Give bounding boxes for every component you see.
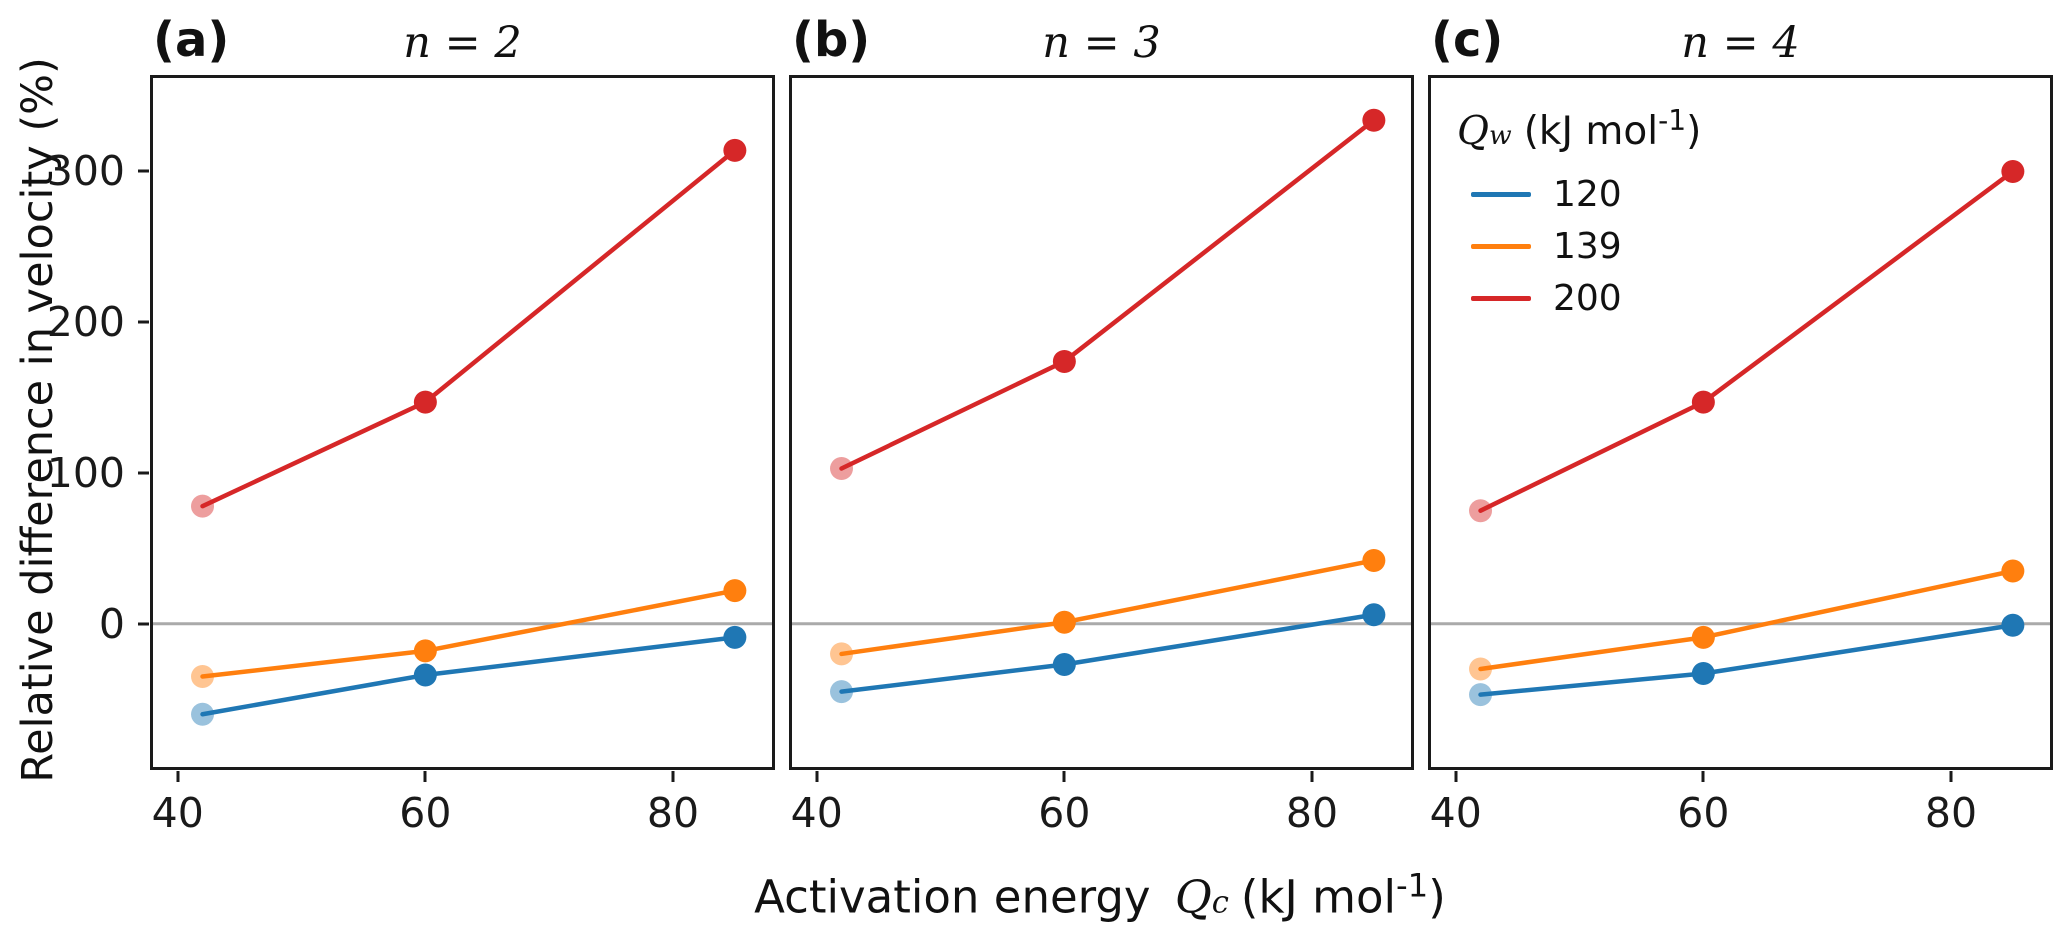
y-tick-mark <box>138 169 149 173</box>
y-tick-mark <box>138 471 149 475</box>
data-point-200 <box>830 456 854 480</box>
x-axis-label-text: Activation energy <box>754 870 1151 924</box>
x-tick-mark <box>176 771 180 782</box>
panel-letter-b: (b) <box>792 12 871 68</box>
legend-entry: 200 <box>1457 272 1701 324</box>
data-point-200 <box>1691 390 1715 414</box>
data-point-120 <box>191 702 215 726</box>
x-tick-label: 60 <box>399 789 452 837</box>
legend-title: Qw (kJ mol-1) <box>1457 104 1701 154</box>
x-axis-label: Activation energy Qc (kJ mol-1) <box>754 867 1446 924</box>
legend-entries: 120 139 200 <box>1457 168 1701 324</box>
panel-title-a: n = 2 <box>403 18 522 68</box>
x-tick-mark <box>423 771 427 782</box>
x-axis-units-prefix: (kJ mol <box>1240 870 1396 924</box>
panel-title-b: n = 3 <box>1042 18 1161 68</box>
data-point-120 <box>723 625 747 649</box>
y-tick-mark <box>138 320 149 324</box>
data-point-200 <box>2001 159 2025 183</box>
series-line-139 <box>839 558 1377 657</box>
data-point-139 <box>1469 657 1493 681</box>
y-tick-label: 100 <box>46 449 125 497</box>
series-line-120 <box>200 635 738 717</box>
data-point-200 <box>1469 499 1493 523</box>
panel-letter-a: (a) <box>153 12 230 68</box>
x-axis-label-sub: c <box>1211 885 1229 921</box>
x-tick-label: 40 <box>151 789 204 837</box>
data-point-139 <box>191 665 215 689</box>
legend-entry-label: 200 <box>1553 277 1622 319</box>
y-tick-mark <box>138 622 149 626</box>
panel-c: (c) n = 4 Qw (kJ mol-1) 120 139 200 40 60 80 <box>1428 12 2053 837</box>
data-point-139 <box>1691 625 1715 649</box>
data-point-120 <box>1691 662 1715 686</box>
x-axis-units-suffix: ) <box>1428 870 1446 924</box>
x-tick-label: 80 <box>646 789 700 837</box>
panel-title-c: n = 4 <box>1681 18 1800 68</box>
data-point-120 <box>1052 652 1076 676</box>
series-line-200 <box>200 148 738 509</box>
legend-line-swatch <box>1471 243 1531 249</box>
legend-entry: 139 <box>1457 220 1701 272</box>
panel-b: (b) n = 3 40 60 80 <box>789 12 1414 837</box>
legend-line-swatch <box>1471 295 1531 301</box>
legend-units-sup: -1 <box>1658 104 1687 137</box>
legend-entry-label: 120 <box>1553 173 1622 215</box>
series-line-120 <box>839 612 1377 694</box>
data-point-200 <box>723 138 747 162</box>
x-tick-mark <box>815 771 819 782</box>
data-point-120 <box>830 680 854 704</box>
series-line-139 <box>1478 568 2016 672</box>
data-point-139 <box>1052 610 1076 634</box>
x-tick-label: 80 <box>1285 789 1339 837</box>
y-tick-label: 300 <box>46 147 125 196</box>
panel-letter-c: (c) <box>1431 12 1504 68</box>
data-point-120 <box>1362 603 1386 627</box>
y-tick-label: 200 <box>46 298 125 347</box>
x-tick-mark <box>1701 771 1705 782</box>
data-point-139 <box>413 639 437 663</box>
x-tick-label: 60 <box>1677 789 1730 837</box>
plot-area-b <box>792 108 1411 704</box>
series-line-139 <box>200 588 738 679</box>
legend-title-sub: w <box>1488 120 1512 151</box>
legend-units-suffix: ) <box>1686 109 1702 154</box>
x-tick-label: 60 <box>1038 789 1091 837</box>
x-tick-mark <box>1310 771 1314 782</box>
legend: Qw (kJ mol-1) 120 139 200 <box>1457 104 1701 324</box>
data-point-200 <box>413 390 437 414</box>
legend-line-swatch <box>1471 191 1531 197</box>
x-tick-mark <box>671 771 675 782</box>
legend-title-var: Q <box>1457 109 1489 154</box>
x-tick-label: 40 <box>790 789 843 837</box>
y-tick-label: 0 <box>98 599 125 648</box>
data-point-120 <box>2001 613 2025 637</box>
x-axis-units-sup: -1 <box>1395 866 1429 905</box>
data-point-139 <box>2001 559 2025 583</box>
data-point-200 <box>1362 108 1386 132</box>
legend-entry: 120 <box>1457 168 1701 220</box>
x-axis-label-var: Q <box>1174 870 1212 924</box>
x-tick-mark <box>1454 771 1458 782</box>
data-point-139 <box>1362 548 1386 572</box>
series-line-200 <box>839 117 1377 471</box>
x-tick-mark <box>1062 771 1066 782</box>
x-tick-label: 40 <box>1429 789 1482 837</box>
series-line-120 <box>1478 623 2016 697</box>
data-point-139 <box>830 642 854 666</box>
plot-area-c <box>1431 159 2050 707</box>
data-point-139 <box>723 579 747 603</box>
legend-units-prefix: (kJ mol <box>1523 109 1659 154</box>
data-point-200 <box>191 494 215 518</box>
data-point-120 <box>413 663 437 687</box>
x-tick-mark <box>1949 771 1953 782</box>
data-point-200 <box>1052 349 1076 373</box>
data-point-120 <box>1469 683 1493 707</box>
x-tick-label: 80 <box>1924 789 1978 837</box>
panel-a: (a) n = 2 40 60 80 0 100 200 300 <box>47 12 775 837</box>
legend-entry-label: 139 <box>1553 225 1622 267</box>
plot-area-a <box>153 138 772 726</box>
